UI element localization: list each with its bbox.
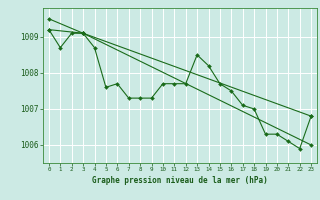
X-axis label: Graphe pression niveau de la mer (hPa): Graphe pression niveau de la mer (hPa) [92,176,268,185]
